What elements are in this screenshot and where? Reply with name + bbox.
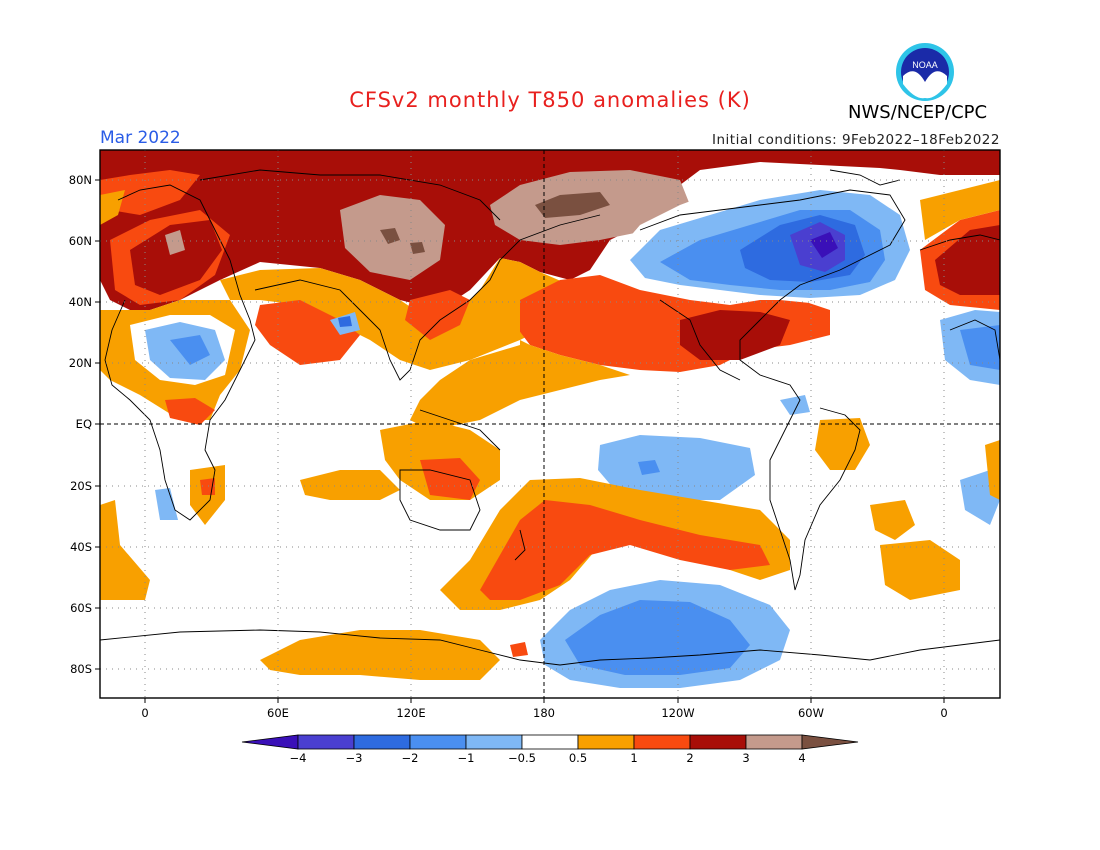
colorbar: −4 −3 −2 −1 −0.5 0.5 1 2 3 4 <box>241 734 859 765</box>
colorbar-label: 0.5 <box>569 751 587 765</box>
lat-label: 40N <box>69 295 92 309</box>
colorbar-label: 2 <box>686 751 693 765</box>
colorbar-label: −1 <box>458 751 475 765</box>
colorbar-swatch <box>521 734 579 750</box>
colorbar-label: −3 <box>346 751 363 765</box>
south-pacific-warm <box>480 500 770 600</box>
lat-label: 40S <box>70 540 92 554</box>
colorbar-label: −2 <box>402 751 419 765</box>
noaa-logo-icon: NOAA <box>896 43 954 101</box>
colorbar-swatch <box>297 734 355 750</box>
agency-label: NWS/NCEP/CPC <box>848 102 988 123</box>
lat-label: 60N <box>69 234 92 248</box>
lon-label: 0 <box>940 706 947 720</box>
map-title: CFSv2 monthly T850 anomalies (K) <box>349 88 751 112</box>
colorbar-swatch <box>745 734 803 750</box>
lat-label: EQ <box>76 417 92 431</box>
lat-label: 80N <box>69 173 92 187</box>
lon-label: 180 <box>533 706 555 720</box>
valid-month-label: Mar 2022 <box>100 128 181 148</box>
tropical-pacific-cold <box>598 435 755 500</box>
lat-label: 20S <box>70 479 92 493</box>
lat-label: 20N <box>69 356 92 370</box>
colorbar-arrow-high <box>801 734 859 750</box>
graticule <box>100 150 1000 698</box>
colorbar-swatch <box>633 734 691 750</box>
colorbar-label: 4 <box>798 751 805 765</box>
colorbar-label: −0.5 <box>508 751 536 765</box>
lon-label: 0 <box>141 706 148 720</box>
lat-label: 60S <box>70 601 92 615</box>
logo-text: NOAA <box>912 60 938 70</box>
colorbar-swatch <box>353 734 411 750</box>
colorbar-label: 1 <box>630 751 637 765</box>
colorbar-label: −4 <box>290 751 307 765</box>
colorbar-arrow-low <box>241 734 299 750</box>
lon-label: 120E <box>396 706 425 720</box>
lon-label: 120W <box>661 706 694 720</box>
colorbar-swatch <box>689 734 747 750</box>
coastlines <box>100 169 1000 666</box>
colorbar-swatch <box>409 734 467 750</box>
colorbar-swatch <box>465 734 523 750</box>
lon-label: 60E <box>267 706 289 720</box>
colorbar-label: 3 <box>742 751 749 765</box>
lat-label: 80S <box>70 662 92 676</box>
initial-conditions-label: Initial conditions: 9Feb2022–18Feb2022 <box>712 132 1000 148</box>
lon-label: 60W <box>798 706 824 720</box>
colorbar-swatch <box>577 734 635 750</box>
us-southeast-warm-core <box>680 310 790 360</box>
